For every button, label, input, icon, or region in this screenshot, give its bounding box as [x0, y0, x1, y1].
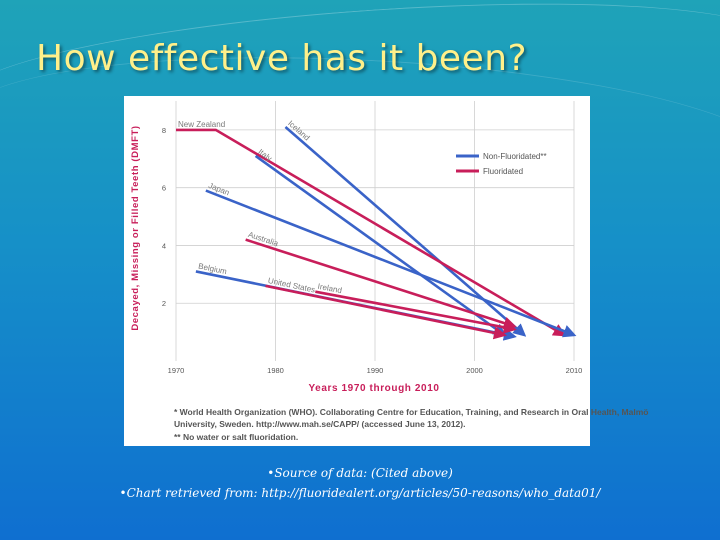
y-tick-label: 4 [162, 241, 166, 250]
y-axis-label: Decayed, Missing or Filled Teeth (DMFT) [130, 125, 141, 330]
chart-footnote-no-fluoridation: ** No water or salt fluoridation. [174, 432, 299, 442]
retrieved-from-note: •Chart retrieved from: http://fluorideal… [119, 486, 601, 500]
series-line-united-states [265, 284, 507, 340]
y-tick-label: 6 [162, 184, 166, 193]
legend-label-non-fluoridated: Non-Fluoridated** [483, 152, 547, 161]
x-tick-label: 1970 [168, 366, 185, 375]
chart-panel: 1970 1980 1990 2000 2010 2 4 6 8 Iceland New Zeal… [124, 96, 648, 446]
slide-title: How effective has it been? [36, 38, 528, 79]
series-label-italy: Italy [256, 147, 273, 163]
x-tick-label: 1980 [267, 366, 284, 375]
y-tick-label: 8 [162, 126, 166, 135]
y-tick-label: 2 [162, 299, 166, 308]
x-axis-label: Years 1970 through 2010 [308, 383, 439, 394]
x-tick-label: 2000 [466, 366, 483, 375]
x-tick-label: 1990 [367, 366, 384, 375]
legend-label-fluoridated: Fluoridated [483, 167, 523, 176]
legend: Non-Fluoridated** Fluoridated [456, 152, 547, 176]
series-line-new-zealand [176, 128, 567, 337]
series-line-ireland [315, 290, 517, 334]
series-line-italy [254, 154, 507, 337]
series-label-new-zealand: New Zealand [178, 120, 225, 129]
series-line-australia [245, 238, 517, 330]
chart-footnote-source: * World Health Organization (WHO). Colla… [174, 407, 649, 429]
series-line-japan [205, 189, 577, 338]
source-note: •Source of data: (Cited above) [267, 466, 453, 480]
x-tick-label: 2010 [566, 366, 583, 375]
series-label-ireland: Ireland [317, 282, 343, 295]
